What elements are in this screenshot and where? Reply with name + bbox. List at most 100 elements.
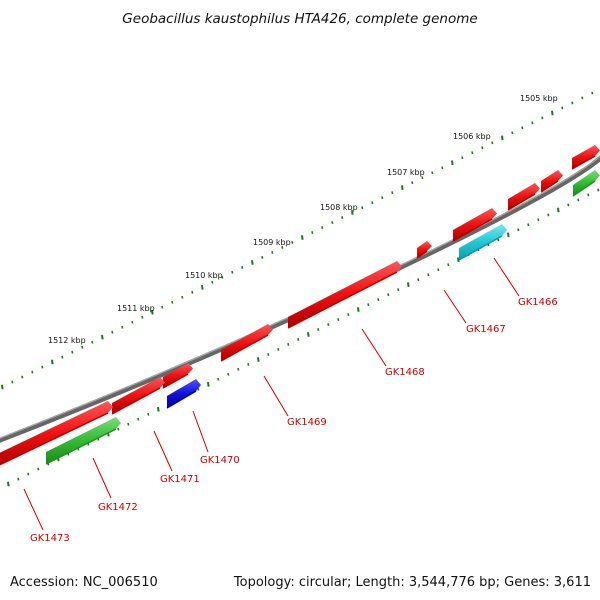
gene-red-6[interactable]: [287, 261, 402, 329]
inner-tick-28: [287, 343, 290, 346]
gene-red-4-edge: [452, 218, 493, 242]
leader-gk1472: [92, 457, 112, 499]
inner-tick-50: [507, 232, 510, 238]
outer-tick-11: [111, 330, 114, 334]
scale-label-1512: 1512 kbp: [48, 336, 86, 345]
inner-tick-2: [27, 472, 30, 476]
outer-tick-4: [41, 365, 44, 369]
leader-gk1467: [443, 289, 467, 324]
inner-tick-55: [557, 207, 560, 213]
gene-red-5-body[interactable]: [417, 241, 432, 258]
gene-red-9-body[interactable]: [112, 377, 165, 414]
gene-green-2-body[interactable]: [46, 417, 121, 464]
gene-label-gk1466[interactable]: GK1466: [518, 297, 558, 308]
gene-red-10-body[interactable]: [0, 401, 113, 467]
gene-blue-1[interactable]: [166, 379, 201, 409]
outer-tick-46: [461, 156, 464, 160]
gene-red-8[interactable]: [162, 363, 193, 389]
gene-red-9[interactable]: [111, 377, 165, 415]
gene-red-7-body[interactable]: [221, 324, 273, 361]
outer-tick-27: [271, 251, 274, 254]
inner-tick-31: [317, 328, 320, 331]
outer-tick-51: [511, 131, 514, 135]
inner-tick-42: [427, 273, 430, 277]
gene-green-1-body[interactable]: [573, 170, 600, 196]
inner-tick-13: [137, 417, 140, 421]
gene-label-gk1473[interactable]: GK1473: [30, 533, 70, 544]
gene-red-1-body[interactable]: [572, 145, 600, 169]
gene-red-6-body[interactable]: [288, 261, 402, 328]
leader-gk1473: [23, 488, 44, 531]
outer-tick-13: [131, 320, 134, 324]
outer-tick-6: [61, 355, 64, 359]
topology-summary: Topology: circular; Length: 3,544,776 bp…: [233, 575, 591, 590]
gene-red-3[interactable]: [507, 183, 540, 211]
scale-label-1510: 1510 kbp: [185, 271, 223, 280]
inner-tick-34: [347, 313, 350, 316]
gene-red-3-body[interactable]: [508, 183, 540, 210]
gene-blue-1-body[interactable]: [167, 379, 201, 408]
genome-backbone: [0, 155, 600, 443]
outer-tick-19: [191, 290, 194, 294]
outer-tick-21: [211, 280, 214, 284]
gene-red-2[interactable]: [540, 170, 563, 193]
inner-tick-23: [237, 367, 240, 371]
gene-cyan-1[interactable]: [458, 224, 507, 261]
inner-tick-3: [37, 467, 40, 471]
gene-red-7[interactable]: [220, 324, 273, 362]
inner-tick-22: [227, 372, 230, 376]
scale-ticks: [1, 91, 600, 487]
outer-tick-23: [231, 270, 234, 274]
scale-labels: 1505 kbp 1506 kbp 1507 kbp 1508 kbp 1509…: [48, 94, 558, 345]
gene-red-5[interactable]: [416, 241, 432, 259]
outer-tick-55: [551, 110, 554, 116]
inner-tick-35: [357, 307, 360, 312]
gene-red-10[interactable]: [0, 401, 113, 467]
inner-tick-25: [257, 357, 260, 362]
outer-tick-0: [1, 384, 4, 390]
outer-tick-38: [381, 196, 384, 200]
leader-gk1470: [192, 410, 209, 453]
gene-label-gk1472[interactable]: GK1472: [98, 502, 138, 513]
gene-green-2[interactable]: [45, 417, 121, 465]
gene-features: [0, 145, 600, 467]
outer-tick-48: [481, 146, 484, 150]
outer-tick-14: [141, 315, 144, 319]
outer-tick-26: [261, 256, 264, 259]
outer-tick-18: [181, 295, 184, 299]
inner-tick-54: [547, 213, 550, 217]
gene-red-4[interactable]: [452, 208, 497, 242]
outer-tick-57: [571, 101, 574, 105]
inner-tick-41: [417, 278, 420, 282]
outer-tick-54: [541, 116, 544, 120]
inner-tick-39: [397, 288, 400, 292]
scale-label-1507: 1507 kbp: [387, 168, 425, 177]
inner-tick-1: [17, 477, 20, 481]
leader-gk1471: [153, 430, 173, 472]
gene-label-gk1469[interactable]: GK1469: [287, 417, 327, 428]
accession-text: Accession: NC_006510: [10, 575, 158, 590]
gene-red-1[interactable]: [571, 145, 600, 170]
gene-label-gk1470[interactable]: GK1470: [200, 455, 240, 466]
gene-label-gk1467[interactable]: GK1467: [466, 324, 506, 335]
inner-tick-38: [387, 293, 390, 297]
gene-green-1[interactable]: [572, 170, 600, 197]
inner-tick-32: [327, 323, 330, 326]
outer-tick-36: [361, 206, 364, 210]
outer-tick-30: [301, 235, 304, 240]
gene-green-1-edge: [572, 180, 596, 197]
gene-labels: GK1466 GK1467 GK1468 GK1469 GK1470 GK147…: [30, 297, 558, 544]
gene-red-8-body[interactable]: [163, 363, 193, 388]
gene-red-4-body[interactable]: [453, 208, 497, 241]
inner-tick-53: [537, 218, 540, 222]
outer-tick-59: [591, 91, 594, 95]
inner-tick-33: [337, 318, 340, 321]
gene-label-gk1468[interactable]: GK1468: [385, 367, 425, 378]
outer-tick-31: [311, 231, 314, 234]
gene-red-1-edge: [571, 155, 596, 170]
gene-cyan-1-body[interactable]: [459, 224, 507, 260]
outer-tick-1: [11, 380, 14, 384]
gene-red-2-body[interactable]: [541, 170, 563, 192]
gene-label-gk1471[interactable]: GK1471: [160, 474, 200, 485]
